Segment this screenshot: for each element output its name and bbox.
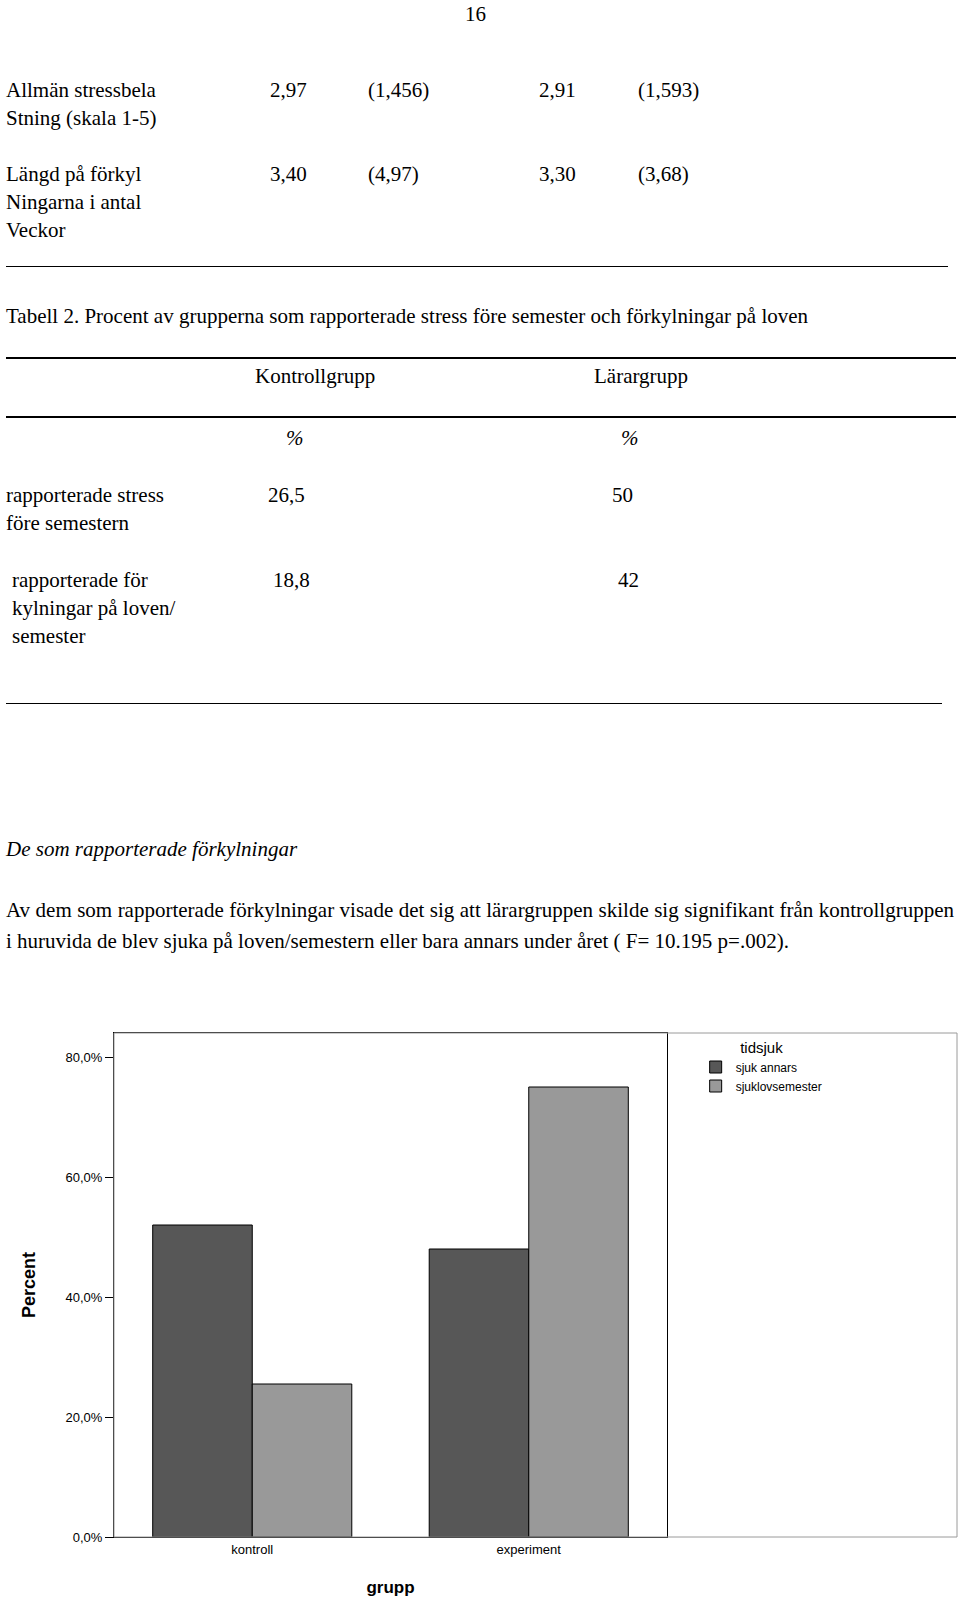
- html-text:(1,456): (1,456): [368, 78, 430, 102]
- svg-text:sjuk annars: sjuk annars: [736, 1061, 797, 1075]
- svg-text:kontroll: kontroll: [231, 1542, 273, 1557]
- html-text:3,30: 3,30: [539, 162, 576, 186]
- html-text:Allmän stressbela: Allmän stressbela: [6, 78, 156, 102]
- html-text:2,97: 2,97: [270, 78, 307, 102]
- html-text:(1,593): (1,593): [638, 78, 700, 102]
- html-text:semester: semester: [12, 624, 86, 648]
- html-text:Stning (skala 1-5): Stning (skala 1-5): [6, 106, 157, 130]
- html-text:före semestern: före semestern: [6, 511, 129, 535]
- svg-text:20,0%: 20,0%: [66, 1410, 103, 1425]
- svg-text:80,0%: 80,0%: [66, 1050, 103, 1065]
- html-text:Lärargrupp: Lärargrupp: [594, 364, 689, 388]
- html-text:Veckor: Veckor: [6, 218, 66, 242]
- html-text:50: 50: [612, 483, 633, 507]
- html-text:3,40: 3,40: [270, 162, 307, 186]
- html-text:(4,97): (4,97): [368, 162, 419, 186]
- html-text:De som rapporterade förkylning: De som rapporterade förkylningar: [6, 837, 298, 861]
- html-text:16: 16: [465, 2, 486, 26]
- svg-text:40,0%: 40,0%: [66, 1290, 103, 1305]
- html-text:18,8: 18,8: [273, 568, 310, 592]
- svg-text:sjuklovsemester: sjuklovsemester: [736, 1080, 822, 1094]
- svg-text:grupp: grupp: [366, 1578, 414, 1597]
- html-text:kylningar på loven/: kylningar på loven/: [12, 596, 176, 620]
- svg-text:tidsjuk: tidsjuk: [740, 1039, 783, 1056]
- html-text:42: 42: [618, 568, 639, 592]
- html-text:26,5: 26,5: [268, 483, 305, 507]
- html-text:rapporterade för: rapporterade för: [12, 568, 148, 592]
- html-text:Ningarna i antal: Ningarna i antal: [6, 190, 142, 214]
- html-text:Kontrollgrupp: Kontrollgrupp: [255, 364, 376, 388]
- html-text:rapporterade stress: rapporterade stress: [6, 483, 164, 507]
- svg-text:60,0%: 60,0%: [66, 1170, 103, 1185]
- html-text:Av dem som rapporterade förkyl: Av dem som rapporterade förkylningar vis…: [6, 898, 954, 953]
- html-text:Längd på förkyl: Längd på förkyl: [6, 162, 142, 186]
- svg-text:Percent: Percent: [19, 1252, 39, 1318]
- svg-text:experiment: experiment: [497, 1542, 562, 1557]
- html-text:(3,68): (3,68): [638, 162, 689, 186]
- html-text:2,91: 2,91: [539, 78, 576, 102]
- html-text:Tabell 2. Procent av grupperna: Tabell 2. Procent av grupperna som rappo…: [6, 304, 809, 328]
- svg-text:0,0%: 0,0%: [73, 1530, 103, 1545]
